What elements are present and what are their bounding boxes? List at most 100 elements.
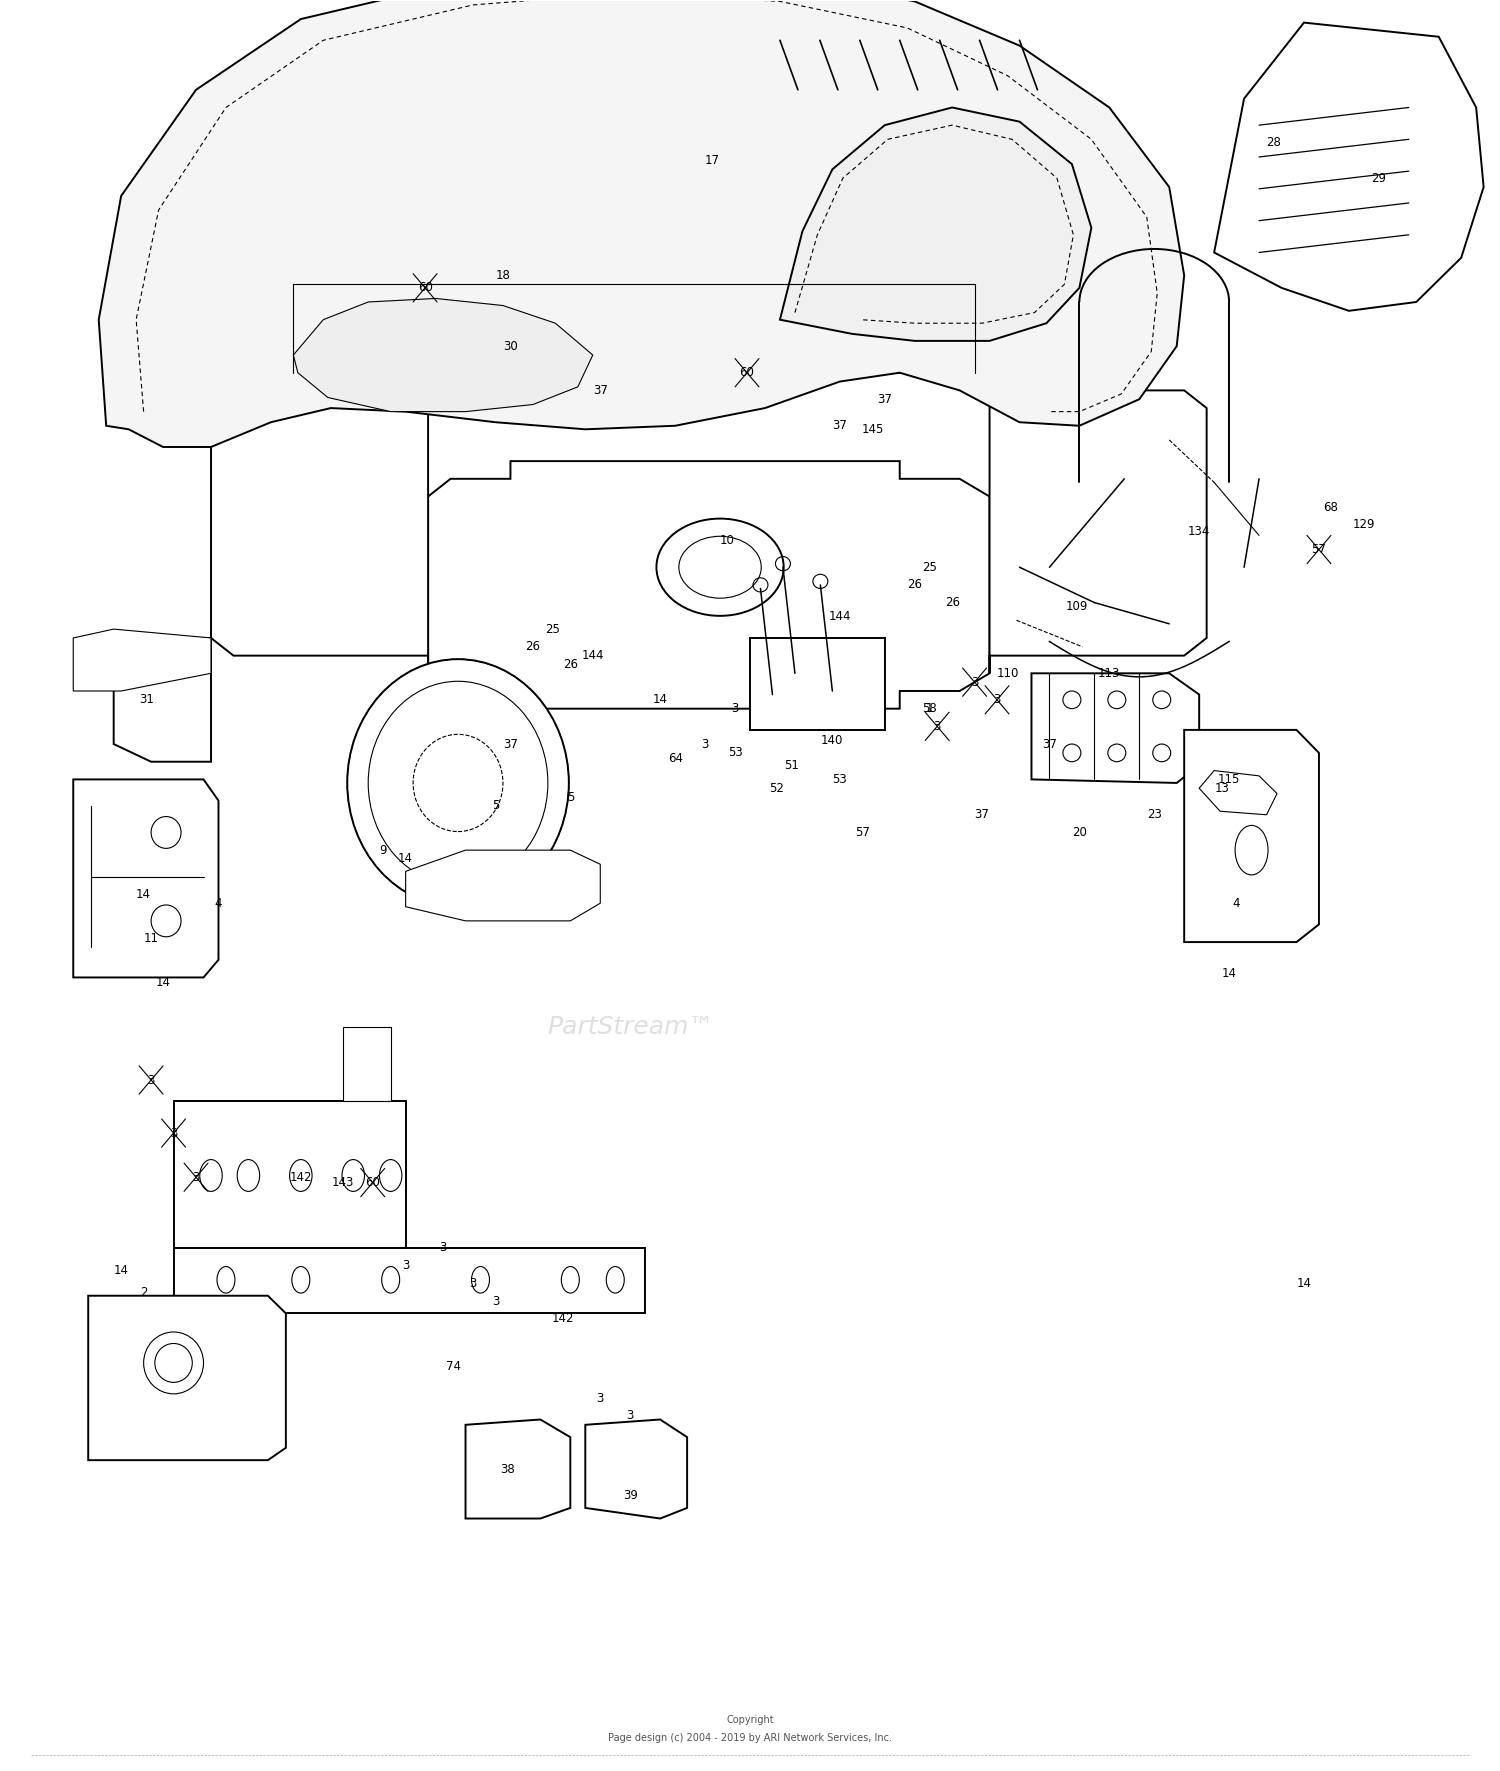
Polygon shape (585, 1420, 687, 1518)
Polygon shape (74, 779, 219, 978)
Text: 145: 145 (861, 423, 883, 436)
Text: 3: 3 (597, 1392, 604, 1404)
Text: 20: 20 (1072, 825, 1088, 839)
Text: 25: 25 (544, 623, 560, 636)
Text: 14: 14 (1296, 1277, 1311, 1289)
Text: 37: 37 (592, 384, 608, 397)
Text: 142: 142 (552, 1312, 574, 1325)
Text: 37: 37 (833, 420, 848, 432)
Text: 57: 57 (855, 825, 870, 839)
Text: 58: 58 (922, 701, 938, 715)
Text: 37: 37 (878, 393, 892, 406)
Text: 3: 3 (402, 1259, 410, 1272)
Text: 14: 14 (156, 976, 171, 990)
Polygon shape (88, 1296, 286, 1459)
Text: 4: 4 (214, 896, 222, 910)
Text: PartStream™: PartStream™ (548, 1015, 714, 1040)
Text: 144: 144 (582, 650, 604, 662)
Text: 9: 9 (380, 843, 387, 857)
Text: 143: 143 (332, 1176, 354, 1188)
Text: 115: 115 (1218, 772, 1240, 786)
Text: 13: 13 (1214, 781, 1228, 795)
Polygon shape (1032, 673, 1199, 783)
Text: 3: 3 (970, 677, 978, 689)
Text: 3: 3 (440, 1241, 447, 1254)
Polygon shape (1198, 770, 1276, 815)
Text: 30: 30 (503, 340, 518, 352)
Text: 39: 39 (622, 1489, 638, 1502)
Text: 113: 113 (1098, 668, 1120, 680)
Text: 3: 3 (933, 719, 940, 733)
Text: 28: 28 (1266, 136, 1281, 149)
Text: 37: 37 (1042, 737, 1058, 751)
Text: 38: 38 (500, 1463, 514, 1475)
Text: 26: 26 (908, 579, 922, 592)
Text: 14: 14 (136, 887, 152, 901)
Text: 144: 144 (828, 611, 850, 623)
Text: 134: 134 (1188, 526, 1210, 538)
Polygon shape (1214, 23, 1484, 312)
Polygon shape (780, 108, 1092, 340)
Text: 3: 3 (470, 1277, 477, 1289)
Text: Copyright: Copyright (726, 1714, 774, 1725)
Text: 60: 60 (740, 367, 754, 379)
Text: 64: 64 (668, 751, 682, 765)
Text: 26: 26 (562, 659, 578, 671)
Text: 60: 60 (417, 282, 432, 294)
Text: 10: 10 (720, 535, 735, 547)
Text: 11: 11 (144, 932, 159, 946)
Text: 68: 68 (1323, 501, 1338, 514)
Text: 142: 142 (290, 1171, 312, 1183)
Text: 4: 4 (1233, 896, 1240, 910)
Polygon shape (234, 214, 1012, 390)
Polygon shape (344, 1027, 390, 1102)
Polygon shape (405, 850, 600, 921)
Text: 26: 26 (525, 641, 540, 653)
Text: 2: 2 (140, 1286, 147, 1298)
Text: 31: 31 (140, 692, 154, 707)
Text: 3: 3 (192, 1171, 200, 1183)
Text: 17: 17 (705, 154, 720, 166)
Text: 14: 14 (652, 692, 668, 707)
Text: 3: 3 (993, 692, 1000, 707)
Text: 129: 129 (1353, 519, 1376, 531)
Text: 23: 23 (1148, 808, 1161, 822)
Text: 5: 5 (492, 799, 500, 813)
Text: 110: 110 (996, 668, 1018, 680)
Ellipse shape (346, 659, 568, 907)
Polygon shape (174, 1249, 645, 1314)
Polygon shape (294, 299, 592, 411)
Text: 14: 14 (398, 852, 412, 866)
Polygon shape (211, 390, 427, 673)
Text: 25: 25 (922, 561, 938, 574)
Text: 51: 51 (784, 758, 800, 772)
Text: 3: 3 (702, 737, 709, 751)
Polygon shape (74, 629, 211, 691)
Polygon shape (990, 390, 1206, 673)
Text: 140: 140 (821, 733, 843, 747)
Text: 37: 37 (975, 808, 990, 822)
Text: 57: 57 (1311, 544, 1326, 556)
Text: 3: 3 (147, 1073, 154, 1086)
Text: 3: 3 (492, 1295, 500, 1307)
Text: 52: 52 (770, 781, 784, 795)
Polygon shape (99, 0, 1184, 446)
Text: 109: 109 (1065, 600, 1088, 613)
Text: 74: 74 (446, 1360, 460, 1373)
Polygon shape (465, 1420, 570, 1518)
Polygon shape (750, 638, 885, 730)
Text: 1: 1 (926, 701, 933, 715)
Polygon shape (114, 638, 212, 762)
Text: Page design (c) 2004 - 2019 by ARI Network Services, Inc.: Page design (c) 2004 - 2019 by ARI Netwo… (608, 1732, 892, 1743)
Text: 53: 53 (833, 772, 848, 786)
Text: 18: 18 (495, 269, 510, 282)
Text: 3: 3 (627, 1410, 634, 1422)
Polygon shape (1184, 730, 1318, 942)
Text: 14: 14 (1221, 967, 1236, 981)
Text: 14: 14 (114, 1264, 129, 1277)
Text: 37: 37 (503, 737, 518, 751)
Polygon shape (174, 1102, 405, 1249)
Text: 26: 26 (945, 597, 960, 609)
Text: 53: 53 (728, 746, 742, 760)
Text: 3: 3 (732, 701, 738, 715)
